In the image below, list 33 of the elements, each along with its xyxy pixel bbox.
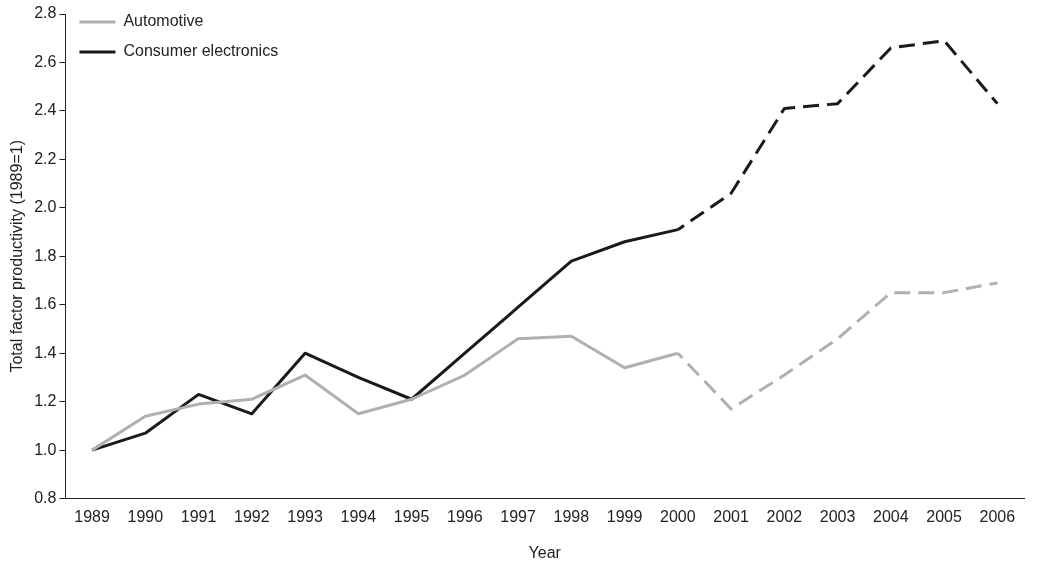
x-tick-label: 1990: [127, 507, 164, 525]
x-tick-label: 2000: [660, 507, 696, 525]
y-tick-label: 1.2: [34, 392, 57, 410]
x-tick-label: 1994: [340, 507, 377, 525]
x-tick-label: 1989: [74, 507, 110, 525]
y-tick-label: 2.4: [34, 101, 57, 119]
x-tick-label: 2004: [873, 507, 909, 525]
legend-label: Automotive: [123, 12, 204, 30]
y-axis-title: Total factor productivity (1989=1): [8, 140, 26, 373]
y-tick-label: 1.4: [34, 343, 57, 361]
x-tick-label: 2006: [979, 507, 1016, 525]
x-tick-label: 1991: [180, 507, 217, 525]
x-tick-label: 2002: [766, 507, 803, 525]
legend-label: Consumer electronics: [123, 42, 279, 60]
y-tick-label: 1.6: [34, 295, 57, 313]
y-tick-label: 2.2: [34, 149, 57, 167]
x-tick-label: 1993: [287, 507, 323, 525]
x-tick-label: 1995: [393, 507, 430, 525]
y-tick-label: 0.8: [34, 489, 57, 507]
y-tick-label: 1.8: [34, 246, 57, 264]
x-tick-label: 2005: [926, 507, 963, 525]
y-tick-label: 2.8: [34, 4, 57, 22]
x-tick-label: 1997: [500, 507, 536, 525]
x-tick-label: 1996: [447, 507, 483, 525]
x-tick-label: 1999: [606, 507, 643, 525]
x-tick-label: 2001: [713, 507, 750, 525]
x-tick-label: 2003: [819, 507, 856, 525]
x-axis-title: Year: [528, 543, 562, 561]
y-tick-label: 2.6: [34, 52, 57, 70]
x-tick-label: 1998: [553, 507, 590, 525]
x-tick-label: 1992: [234, 507, 270, 525]
y-tick-label: 2.0: [34, 198, 57, 216]
y-tick-label: 1.0: [34, 440, 57, 458]
